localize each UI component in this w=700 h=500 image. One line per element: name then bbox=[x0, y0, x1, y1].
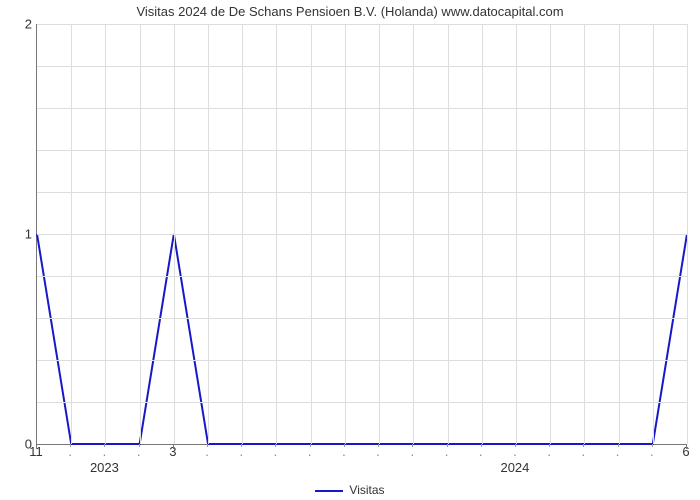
x-tick-dot: . bbox=[547, 444, 551, 459]
gridline-h-minor bbox=[37, 150, 687, 151]
x-year-label: 2023 bbox=[90, 460, 119, 475]
x-tick-dot: . bbox=[582, 444, 586, 459]
x-tick-dot: . bbox=[376, 444, 380, 459]
x-tick-dot: . bbox=[308, 444, 312, 459]
x-tick-mark bbox=[686, 444, 687, 449]
visits-chart: Visitas 2024 de De Schans Pensioen B.V. … bbox=[0, 0, 700, 500]
y-tick-label: 2 bbox=[14, 17, 32, 32]
x-tick-dot: . bbox=[274, 444, 278, 459]
gridline-v bbox=[550, 24, 551, 444]
x-tick-dot: . bbox=[479, 444, 483, 459]
gridline-h-minor bbox=[37, 108, 687, 109]
gridline-h bbox=[37, 234, 687, 235]
gridline-v bbox=[379, 24, 380, 444]
gridline-v bbox=[140, 24, 141, 444]
gridline-v bbox=[311, 24, 312, 444]
gridline-v bbox=[71, 24, 72, 444]
x-year-label: 2024 bbox=[500, 460, 529, 475]
series-line bbox=[37, 234, 687, 444]
x-tick-dot: . bbox=[445, 444, 449, 459]
gridline-v bbox=[584, 24, 585, 444]
x-tick-mark bbox=[173, 444, 174, 449]
gridline-v bbox=[448, 24, 449, 444]
gridline-h-minor bbox=[37, 402, 687, 403]
x-tick-dot: . bbox=[342, 444, 346, 459]
gridline-h-minor bbox=[37, 360, 687, 361]
gridline-v bbox=[276, 24, 277, 444]
x-tick-dot: . bbox=[68, 444, 72, 459]
gridline-v bbox=[242, 24, 243, 444]
gridline-v bbox=[516, 24, 517, 444]
y-tick-label: 1 bbox=[14, 227, 32, 242]
legend-label: Visitas bbox=[349, 483, 384, 497]
x-tick-dot: . bbox=[205, 444, 209, 459]
legend: Visitas bbox=[0, 483, 700, 497]
plot-area bbox=[36, 24, 687, 445]
gridline-v bbox=[345, 24, 346, 444]
gridline-h-minor bbox=[37, 66, 687, 67]
gridline-v bbox=[687, 24, 688, 444]
x-tick-mark bbox=[36, 444, 37, 449]
gridline-v bbox=[482, 24, 483, 444]
gridline-h bbox=[37, 24, 687, 25]
gridline-h-minor bbox=[37, 276, 687, 277]
gridline-v bbox=[653, 24, 654, 444]
x-tick-dot: . bbox=[137, 444, 141, 459]
gridline-v bbox=[105, 24, 106, 444]
x-tick-dot: . bbox=[616, 444, 620, 459]
gridline-v bbox=[208, 24, 209, 444]
chart-title: Visitas 2024 de De Schans Pensioen B.V. … bbox=[0, 4, 700, 19]
gridline-h-minor bbox=[37, 192, 687, 193]
gridline-v bbox=[413, 24, 414, 444]
x-tick-dot: . bbox=[103, 444, 107, 459]
gridline-v bbox=[174, 24, 175, 444]
x-tick-dot: . bbox=[513, 444, 517, 459]
x-tick-dot: . bbox=[239, 444, 243, 459]
x-tick-dot: . bbox=[411, 444, 415, 459]
gridline-v bbox=[619, 24, 620, 444]
gridline-h-minor bbox=[37, 318, 687, 319]
legend-swatch bbox=[315, 490, 343, 492]
x-tick-dot: . bbox=[650, 444, 654, 459]
